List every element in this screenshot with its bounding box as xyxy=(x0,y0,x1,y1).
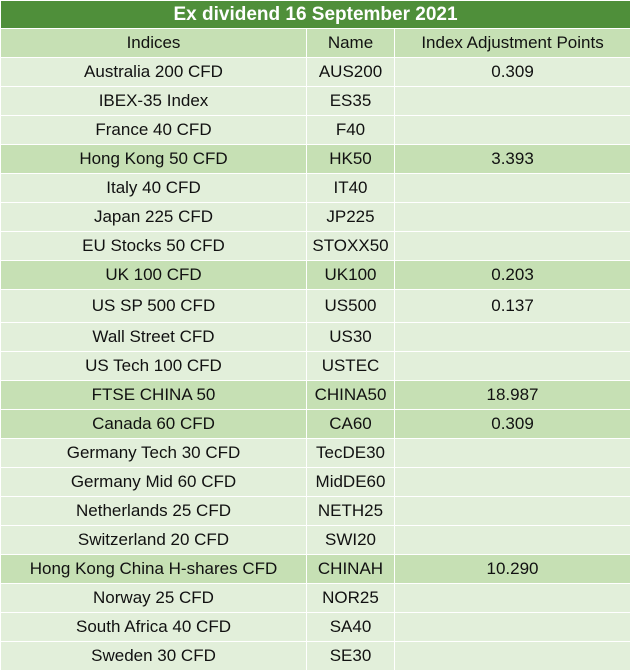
cell-index: UK 100 CFD xyxy=(0,260,307,290)
cell-name: HK50 xyxy=(306,144,395,174)
cell-index: Japan 225 CFD xyxy=(0,202,307,232)
table-title: Ex dividend 16 September 2021 xyxy=(0,0,630,29)
header-row: Indices Name Index Adjustment Points xyxy=(0,28,630,58)
cell-name: NOR25 xyxy=(306,583,395,613)
cell-index: Italy 40 CFD xyxy=(0,173,307,203)
cell-adjustment-points xyxy=(393,351,630,381)
cell-name: UK100 xyxy=(306,260,395,290)
column-header-name: Name xyxy=(306,28,395,58)
cell-name: IT40 xyxy=(306,173,395,203)
cell-name: STOXX50 xyxy=(306,231,395,261)
cell-index: South Africa 40 CFD xyxy=(0,612,307,642)
cell-adjustment-points xyxy=(393,612,630,642)
column-header-adjustment-points: Index Adjustment Points xyxy=(393,28,630,58)
cell-index: Netherlands 25 CFD xyxy=(0,496,307,526)
table-row: Sweden 30 CFD SE30 xyxy=(0,641,630,671)
cell-name: TecDE30 xyxy=(306,438,395,468)
cell-adjustment-points xyxy=(393,525,630,555)
table-row: Netherlands 25 CFD NETH25 xyxy=(0,496,630,526)
cell-index: Canada 60 CFD xyxy=(0,409,307,439)
table-row: Wall Street CFD US30 xyxy=(0,322,630,352)
column-header-indices: Indices xyxy=(0,28,307,58)
title-row: Ex dividend 16 September 2021 xyxy=(0,0,630,29)
table-row: Hong Kong China H-shares CFD CHINAH 10.290 xyxy=(0,554,630,584)
cell-adjustment-points xyxy=(393,202,630,232)
cell-index: France 40 CFD xyxy=(0,115,307,145)
cell-name: F40 xyxy=(306,115,395,145)
cell-adjustment-points: 0.309 xyxy=(393,57,630,87)
cell-index: EU Stocks 50 CFD xyxy=(0,231,307,261)
cell-name: US30 xyxy=(306,322,395,352)
cell-name: US500 xyxy=(306,289,395,323)
table-row: US Tech 100 CFD USTEC xyxy=(0,351,630,381)
cell-adjustment-points xyxy=(393,86,630,116)
table-row: IBEX-35 Index ES35 xyxy=(0,86,630,116)
table-row: Japan 225 CFD JP225 xyxy=(0,202,630,232)
table-row: US SP 500 CFD US500 0.137 xyxy=(0,289,630,323)
table-row: UK 100 CFD UK100 0.203 xyxy=(0,260,630,290)
cell-adjustment-points: 10.290 xyxy=(393,554,630,584)
cell-index: FTSE CHINA 50 xyxy=(0,380,307,410)
cell-name: CHINA50 xyxy=(306,380,395,410)
cell-name: SA40 xyxy=(306,612,395,642)
cell-adjustment-points: 0.137 xyxy=(393,289,630,323)
cell-adjustment-points: 0.203 xyxy=(393,260,630,290)
cell-index: Hong Kong China H-shares CFD xyxy=(0,554,307,584)
cell-adjustment-points xyxy=(393,438,630,468)
cell-name: SE30 xyxy=(306,641,395,671)
cell-name: SWI20 xyxy=(306,525,395,555)
cell-index: Germany Tech 30 CFD xyxy=(0,438,307,468)
cell-index: Sweden 30 CFD xyxy=(0,641,307,671)
cell-name: CHINAH xyxy=(306,554,395,584)
cell-index: US SP 500 CFD xyxy=(0,289,307,323)
table-row: Canada 60 CFD CA60 0.309 xyxy=(0,409,630,439)
cell-adjustment-points xyxy=(393,641,630,671)
cell-index: Hong Kong 50 CFD xyxy=(0,144,307,174)
cell-name: MidDE60 xyxy=(306,467,395,497)
cell-adjustment-points xyxy=(393,583,630,613)
cell-adjustment-points xyxy=(393,115,630,145)
table-row: EU Stocks 50 CFD STOXX50 xyxy=(0,231,630,261)
cell-name: JP225 xyxy=(306,202,395,232)
table-row: Norway 25 CFD NOR25 xyxy=(0,583,630,613)
cell-adjustment-points: 18.987 xyxy=(393,380,630,410)
cell-index: US Tech 100 CFD xyxy=(0,351,307,381)
cell-index: Wall Street CFD xyxy=(0,322,307,352)
table-row: FTSE CHINA 50 CHINA50 18.987 xyxy=(0,380,630,410)
table-row: Italy 40 CFD IT40 xyxy=(0,173,630,203)
table-row: Germany Tech 30 CFD TecDE30 xyxy=(0,438,630,468)
cell-index: Switzerland 20 CFD xyxy=(0,525,307,555)
cell-adjustment-points xyxy=(393,496,630,526)
cell-name: CA60 xyxy=(306,409,395,439)
table-row: Hong Kong 50 CFD HK50 3.393 xyxy=(0,144,630,174)
cell-adjustment-points: 3.393 xyxy=(393,144,630,174)
table-row: Switzerland 20 CFD SWI20 xyxy=(0,525,630,555)
table-row: Germany Mid 60 CFD MidDE60 xyxy=(0,467,630,497)
cell-adjustment-points xyxy=(393,173,630,203)
cell-index: Germany Mid 60 CFD xyxy=(0,467,307,497)
table-row: Australia 200 CFD AUS200 0.309 xyxy=(0,57,630,87)
cell-name: NETH25 xyxy=(306,496,395,526)
cell-name: USTEC xyxy=(306,351,395,381)
cell-name: ES35 xyxy=(306,86,395,116)
cell-index: Australia 200 CFD xyxy=(0,57,307,87)
table-row: France 40 CFD F40 xyxy=(0,115,630,145)
table-row: South Africa 40 CFD SA40 xyxy=(0,612,630,642)
cell-index: IBEX-35 Index xyxy=(0,86,307,116)
cell-adjustment-points xyxy=(393,322,630,352)
cell-adjustment-points xyxy=(393,231,630,261)
cell-adjustment-points xyxy=(393,467,630,497)
cell-index: Norway 25 CFD xyxy=(0,583,307,613)
cell-name: AUS200 xyxy=(306,57,395,87)
cell-adjustment-points: 0.309 xyxy=(393,409,630,439)
table-body: Australia 200 CFD AUS200 0.309 IBEX-35 Inde… xyxy=(0,57,630,671)
